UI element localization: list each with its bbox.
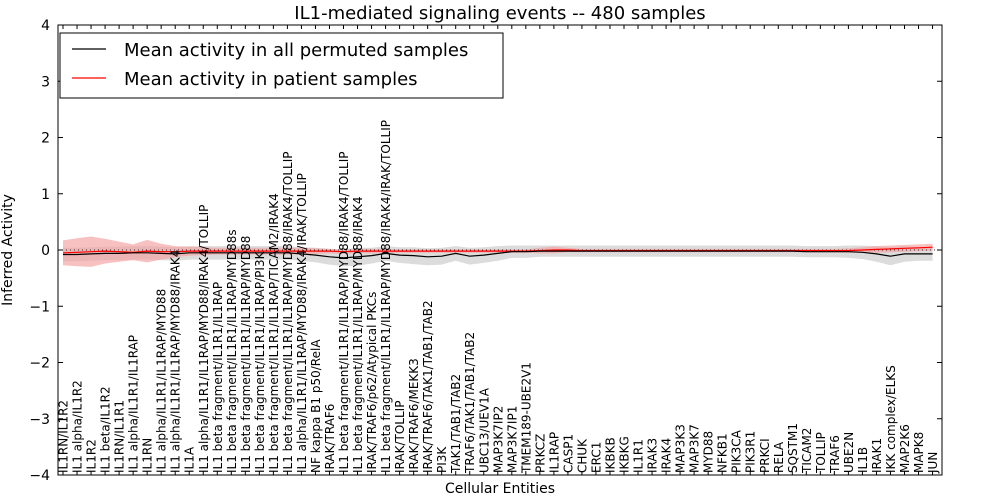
category-label: IL1 beta fragment/IL1R1/IL1RAP/PI3K [253,250,267,473]
category-label: IL1 alpha/IL1R1/IL1RAP [127,335,141,473]
category-label: IL1 alpha/IL1R1/IL1RAP/MYD88/IRAK4 [169,250,183,473]
category-label: MAPK8 [912,432,926,473]
series-line-permuted [63,250,933,259]
axis-ticks: 4 3 2 1 0 −1 −2 −3 −4 [29,18,942,484]
category-label: IL1A [183,446,197,473]
category-label: MAP2K6 [898,424,912,473]
y-tick-label: 4 [41,18,50,34]
category-label: IL1 beta fragment/IL1R1/IL1RAP/MYD88 [239,236,253,473]
category-label: IKBKG [618,436,632,473]
category-label: IL1RN [141,438,155,473]
category-label: IL1 alpha/IL1R2 [71,380,85,473]
category-label: IRAK/TRAF6 [323,404,337,473]
category-label: MAP3K7IP2 [491,406,505,473]
y-axis-label: Inferred Activity [0,194,16,306]
plot-frame [57,24,943,476]
category-label: CHUK [575,438,589,473]
category-label: TRAF6 [828,435,842,474]
category-label: TICAM2 [800,428,814,474]
category-label: TMEM189-UBE2V1 [519,362,533,474]
category-label: IL1RN/IL1R1 [113,400,127,473]
y-tick-label: −1 [29,299,50,315]
series-lines [58,246,942,259]
category-label: IRAK/TOLLIP [393,401,407,473]
category-label: IRAK4 [660,438,674,473]
category-label: IL1 beta fragment/IL1R1/IL1RAP/MYD88s [225,229,239,473]
category-label: NFKB1 [716,433,730,473]
category-label: IL1 alpha/IL1R1/IL1RAP/MYD88/IRAK4/TOLLI… [197,205,211,473]
category-label: IRAK/TRAF6/TAK1/TAB1/TAB2 [421,300,435,473]
category-label: SQSTM1 [786,423,800,473]
category-label: NF kappa B1 p50/RelA [309,339,323,473]
legend-box [59,32,504,99]
category-label: CASP1 [561,434,575,473]
legend-label-permuted: Mean activity in all permuted samples [124,40,468,61]
category-label: MAP3K3 [674,424,688,473]
category-label: IRAK3 [646,438,660,473]
category-label: IL1 alpha/IL1R1/IL1RAP/MYD88/IRAK4/IRAK/… [295,173,309,473]
category-label: IL1 beta fragment/IL1R1/IL1RAP [211,282,225,473]
category-label: IKK complex/ELKS [884,365,898,473]
category-label: MAP3K7 [688,424,702,473]
category-label: UBE2N [842,432,856,473]
category-label: PRKCZ [533,434,547,473]
y-tick-label: 0 [41,243,50,259]
category-label: RELA [772,441,786,473]
category-label: IL1 alpha/IL1R1/IL1RAP/MYD88 [155,289,169,473]
y-tick-label: 2 [41,131,50,147]
category-label: PI3K [435,446,449,473]
category-labels: IL1RN/IL1R2 IL1 alpha/IL1R2 IL1R2 IL1 beta/… [57,120,941,474]
category-label: MYD88 [702,431,716,473]
category-label: IL1B [856,447,870,473]
y-tick-label: −2 [29,356,50,372]
category-label: IRAK/TRAF6/p62/Atypical PKCs [365,292,379,473]
category-label: IRAK/TRAF6/MEKK3 [407,358,421,473]
y-tick-label: −3 [29,412,50,428]
category-label: IL1R1 [632,439,646,473]
category-label: IL1R2 [85,439,99,473]
category-label: IL1RAP [547,432,561,473]
category-label: IL1 beta fragment/IL1R1/IL1RAP/MYD88/IRA… [351,196,365,473]
y-tick-label: 1 [41,187,50,203]
category-label: UBC13/UEV1A [477,387,491,473]
legend: Mean activity in all permuted samples Me… [59,32,504,99]
legend-label-patient: Mean activity in patient samples [124,69,418,90]
category-label: IL1 beta fragment/IL1R1/IL1RAP/TICAM2/IR… [267,193,281,473]
category-label: IL1RN/IL1R2 [57,400,71,473]
category-label: TOLLIP [814,432,828,474]
category-label: IL1 beta/IL1R2 [99,386,113,473]
y-tick-label: 3 [41,74,50,90]
x-axis-label: Cellular Entities [445,481,555,497]
category-label: IRAK1 [870,438,884,473]
category-label: MAP3K7IP1 [505,406,519,473]
category-label: PRKCI [758,438,772,473]
category-label: TRAF6/TAK1/TAB1/TAB2 [463,332,477,474]
category-label: IL1 beta fragment/IL1R1/IL1RAP/MYD88/IRA… [337,152,351,473]
category-label: IL1 beta fragment/IL1R1/IL1RAP/MYD88/IRA… [281,152,295,473]
chart-title: IL1-mediated signaling events -- 480 sam… [294,3,705,24]
category-label: PIK3R1 [744,431,758,473]
category-label: ERC1 [590,442,604,473]
category-label: IL1 beta fragment/IL1R1/IL1RAP/MYD88/IRA… [379,120,393,473]
category-label: TAK1/TAB1/TAB2 [449,374,463,474]
y-tick-label: −4 [29,468,50,484]
category-label: IKBKB [604,437,618,473]
category-label: PIK3CA [730,429,744,473]
category-label: JUN [926,452,940,474]
